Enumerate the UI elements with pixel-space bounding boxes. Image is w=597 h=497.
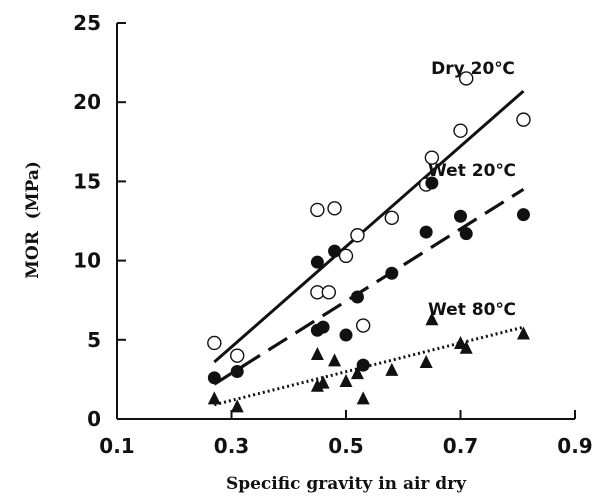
plot-area: 0 5 10 15 20 25 0.1 0.3 0.5 0.7 0.9 Dry 20℃ Wet 20… bbox=[73, 11, 593, 458]
wet-80-point bbox=[425, 312, 439, 326]
x-tick-label: 0.7 bbox=[443, 434, 478, 458]
wet-80-point bbox=[385, 362, 399, 376]
wet-80-point bbox=[459, 340, 473, 354]
y-axis-title: MOR (MPa) bbox=[23, 161, 43, 279]
wet-80-point bbox=[350, 366, 364, 380]
series-labels: Dry 20℃ Wet 20℃ Wet 80℃ bbox=[428, 59, 516, 320]
trend-lines bbox=[213, 89, 525, 407]
dry-20-point bbox=[338, 248, 354, 264]
x-axis-title: Specific gravity in air dry bbox=[226, 474, 467, 494]
trend-line-dotted bbox=[213, 325, 524, 407]
wet-20-point bbox=[328, 244, 342, 258]
x-axis-ticks: 0.1 0.3 0.5 0.7 0.9 bbox=[99, 410, 593, 458]
wet-20-point bbox=[516, 208, 530, 222]
wet-80-point bbox=[230, 399, 244, 413]
series-label: Dry 20℃ bbox=[431, 59, 515, 79]
wet-20-point bbox=[356, 358, 370, 372]
y-tick-label: 15 bbox=[73, 169, 101, 193]
dry-20-point bbox=[350, 228, 365, 243]
wet-20-point bbox=[339, 328, 353, 342]
wet-80-point bbox=[516, 326, 530, 340]
y-tick-label: 25 bbox=[73, 11, 101, 35]
series-label: Wet 80℃ bbox=[428, 300, 516, 320]
wet-20-point bbox=[310, 255, 324, 269]
dry-20-point bbox=[516, 112, 531, 127]
wet-20-point bbox=[207, 371, 221, 385]
wet-20-point bbox=[425, 176, 439, 190]
dry-20-point bbox=[327, 201, 342, 216]
wet-80-point bbox=[316, 375, 330, 389]
wet-20-point bbox=[350, 290, 364, 304]
y-tick-label: 0 bbox=[87, 407, 101, 431]
x-tick-label: 0.3 bbox=[214, 434, 249, 458]
y-tick-label: 20 bbox=[73, 90, 101, 114]
dry-20-point bbox=[384, 210, 399, 226]
wet-20-point bbox=[230, 364, 244, 378]
wet-20-point bbox=[385, 266, 399, 280]
x-tick-label: 0.9 bbox=[557, 434, 592, 458]
wet-20-point bbox=[459, 227, 473, 241]
y-axis-ticks: 0 5 10 15 20 25 bbox=[73, 11, 126, 431]
x-tick-label: 0.5 bbox=[328, 434, 363, 458]
trend-line-solid bbox=[213, 89, 525, 364]
dry-20-point bbox=[230, 348, 245, 363]
dry-20-point bbox=[459, 71, 474, 86]
wet-80-point bbox=[310, 347, 324, 361]
wet-20-point bbox=[419, 225, 433, 239]
y-tick-label: 10 bbox=[73, 249, 101, 273]
wet-20-point bbox=[316, 320, 330, 334]
dry-20-point bbox=[321, 285, 337, 300]
y-tick-label: 5 bbox=[87, 328, 101, 352]
data-markers bbox=[207, 71, 531, 413]
x-tick-label: 0.1 bbox=[99, 434, 134, 458]
trend-line-dashed bbox=[213, 187, 525, 386]
dry-20-point bbox=[424, 150, 440, 165]
dry-20-point bbox=[355, 318, 371, 333]
dry-20-point bbox=[310, 202, 325, 218]
wet-80-point bbox=[419, 354, 433, 368]
wet-20-point bbox=[454, 209, 467, 223]
wet-80-point bbox=[339, 373, 353, 387]
dry-20-point bbox=[453, 123, 468, 138]
series-label: Wet 20℃ bbox=[428, 161, 516, 181]
dry-20-point bbox=[207, 335, 222, 351]
wet-80-point bbox=[207, 391, 221, 405]
wet-80-point bbox=[356, 391, 370, 405]
wet-80-point bbox=[328, 353, 342, 367]
